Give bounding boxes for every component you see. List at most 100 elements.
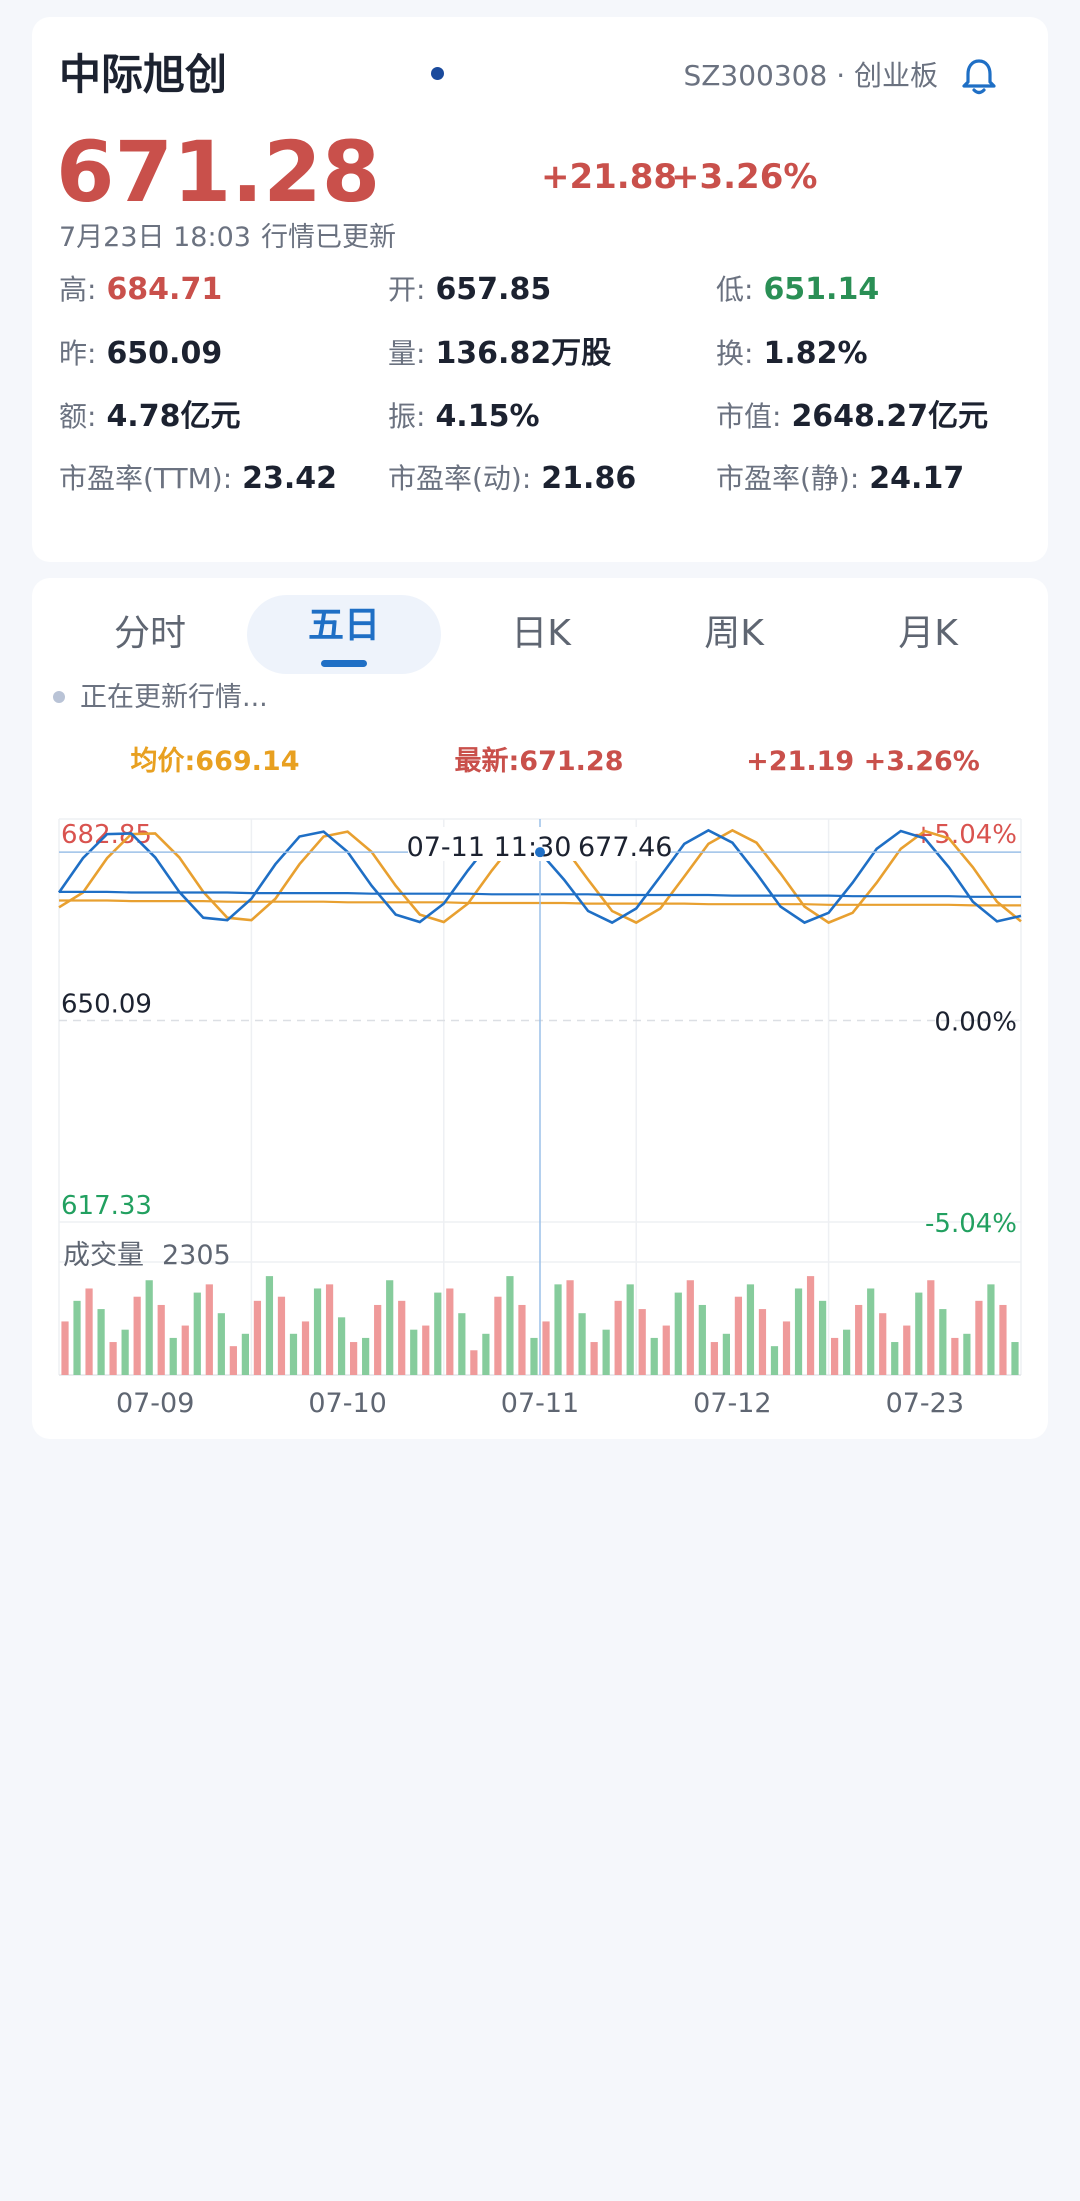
- volume-bar: [554, 1284, 562, 1375]
- stat-value: 651.14: [763, 272, 880, 307]
- volume-bar: [229, 1346, 237, 1375]
- stat-value: 4.15%: [435, 399, 540, 434]
- stat-label: 换:: [716, 337, 754, 370]
- stat-item: 开: 657.85: [388, 275, 551, 305]
- stat-item: 量: 136.82万股: [388, 339, 611, 369]
- crosshair-value: 677.46: [578, 832, 672, 863]
- volume-bar: [482, 1333, 490, 1375]
- volume-label: 成交量: [63, 1240, 144, 1271]
- volume-bar: [867, 1288, 875, 1375]
- volume-bar: [350, 1342, 358, 1375]
- stat-label: 市值:: [716, 400, 782, 433]
- stat-item: 市盈率(静): 24.17: [716, 464, 964, 494]
- volume-value: 2305: [162, 1240, 231, 1271]
- status-dot: [431, 67, 444, 80]
- chart-change: +21.19 +3.26%: [746, 746, 980, 777]
- volume-bar: [542, 1321, 550, 1375]
- stat-value: 21.86: [541, 461, 637, 496]
- volume-bar: [638, 1309, 646, 1375]
- volume-bar: [73, 1300, 81, 1375]
- volume-bar: [674, 1292, 682, 1375]
- volume-bar: [241, 1333, 249, 1375]
- volume-bar: [590, 1342, 598, 1375]
- volume-bar: [205, 1284, 213, 1375]
- volume-bar: [133, 1296, 141, 1375]
- volume-bar: [410, 1329, 418, 1375]
- volume-bar: [446, 1288, 454, 1375]
- stat-value: 2648.27亿元: [791, 399, 989, 434]
- volume-bar: [843, 1329, 851, 1375]
- stat-label: 低:: [716, 273, 754, 306]
- bell-icon[interactable]: [960, 56, 998, 96]
- stat-item: 额: 4.78亿元: [59, 402, 240, 432]
- volume-bar: [855, 1304, 863, 1375]
- stat-value: 23.42: [242, 461, 338, 496]
- tab[interactable]: 分时: [113, 613, 186, 654]
- x-tick-label: 07-23: [886, 1388, 964, 1419]
- stat-value: 1.82%: [763, 336, 868, 371]
- tab[interactable]: 月K: [898, 613, 958, 654]
- volume-bar: [337, 1317, 346, 1375]
- volume-bar: [782, 1321, 791, 1375]
- tab[interactable]: 周K: [704, 613, 764, 654]
- volume-bar: [758, 1309, 767, 1375]
- stat-item: 昨: 650.09: [59, 339, 222, 369]
- stat-value: 650.09: [106, 336, 223, 371]
- notice: 正在更新行情...: [80, 682, 268, 713]
- y-tick-label: 617.33: [61, 1191, 152, 1221]
- volume-bar: [470, 1350, 478, 1375]
- price-change-pct: +3.26%: [671, 157, 818, 197]
- volume-bar: [313, 1288, 322, 1375]
- active-tab-underline: [321, 660, 367, 667]
- volume-bar: [157, 1304, 165, 1375]
- volume-bar: [578, 1313, 586, 1375]
- x-tick-label: 07-10: [308, 1388, 386, 1419]
- x-tick-label: 07-12: [693, 1388, 771, 1419]
- stat-value: 24.17: [869, 461, 965, 496]
- volume-bar: [626, 1284, 634, 1375]
- volume-bar: [386, 1280, 394, 1375]
- volume-bar: [121, 1329, 129, 1375]
- stat-label: 开:: [388, 273, 426, 306]
- volume-bar: [698, 1304, 706, 1375]
- volume-bar: [891, 1342, 899, 1375]
- volume-bar: [530, 1337, 538, 1375]
- volume-bar: [253, 1300, 262, 1375]
- volume-bar: [794, 1288, 803, 1375]
- volume-bar: [927, 1280, 935, 1375]
- volume-bar: [181, 1325, 189, 1375]
- tab[interactable]: 日K: [511, 613, 571, 654]
- stat-value: 4.78亿元: [106, 399, 241, 434]
- y-tick-label: 650.09: [61, 990, 152, 1020]
- x-tick-label: 07-11: [501, 1388, 579, 1419]
- volume-bar: [650, 1337, 658, 1375]
- volume-bar: [566, 1280, 574, 1375]
- volume-bar: [903, 1325, 911, 1375]
- stat-item: 市值: 2648.27亿元: [716, 402, 988, 432]
- volume-bar: [662, 1325, 670, 1375]
- volume-bar: [614, 1300, 622, 1375]
- volume-bar: [265, 1276, 274, 1375]
- volume-bar: [506, 1276, 514, 1375]
- volume-bar: [434, 1292, 442, 1375]
- volume-bar: [362, 1337, 370, 1375]
- crosshair-dot: [535, 847, 545, 858]
- y2-tick-label: +5.04%: [913, 820, 1017, 850]
- volume-bar: [61, 1321, 69, 1375]
- volume-bar: [374, 1304, 382, 1375]
- volume-bar: [818, 1300, 827, 1375]
- volume-bar: [939, 1309, 947, 1375]
- volume-bar: [217, 1313, 225, 1375]
- last-price: 671.28: [56, 123, 381, 221]
- volume-bar: [97, 1309, 105, 1375]
- quote-time: 7月23日 18:03: [59, 222, 251, 253]
- volume-bar: [85, 1288, 93, 1375]
- volume-bar: [325, 1284, 334, 1375]
- volume-bar: [145, 1280, 153, 1375]
- stat-label: 量:: [388, 337, 426, 370]
- tab[interactable]: 五日: [307, 605, 380, 646]
- volume-bar: [686, 1280, 694, 1375]
- volume-bar: [289, 1333, 298, 1375]
- stat-item: 振: 4.15%: [388, 402, 540, 432]
- price-chart: 07-09 07-10 07-11 07-12 07-23682.85650.09617…: [57, 818, 1022, 1419]
